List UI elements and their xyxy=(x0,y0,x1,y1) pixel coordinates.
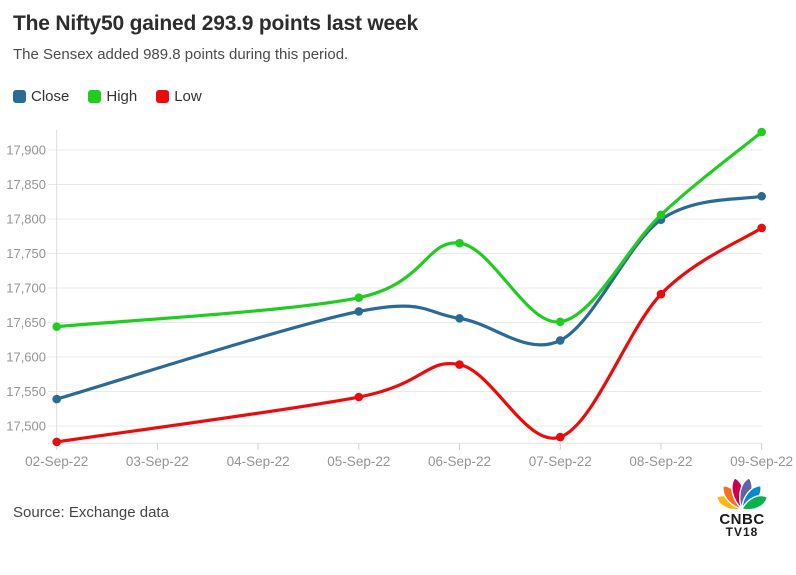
source-note: Source: Exchange data xyxy=(13,504,169,521)
line-chart: 17,500 17,550 17,600 17,650 17,700 17,750 17,8… xyxy=(6,127,793,469)
y-axis-tick-label: 17,550 xyxy=(6,384,46,399)
cnbc-text: CNBC xyxy=(719,511,764,528)
y-axis-tick-label: 17,700 xyxy=(6,281,46,296)
legend-item-close: Close xyxy=(13,88,69,105)
legend-label-close: Close xyxy=(31,88,70,105)
x-axis-tick-label: 04-Sep-22 xyxy=(227,454,290,469)
data-point-low xyxy=(656,289,666,299)
legend-swatch-close xyxy=(13,90,26,103)
y-axis-tick-label: 17,900 xyxy=(6,143,46,158)
data-point-high xyxy=(455,238,464,248)
x-axis-tick-label: 05-Sep-22 xyxy=(327,454,390,469)
data-point-low xyxy=(757,223,766,233)
data-point-low xyxy=(455,360,464,369)
peacock-feather xyxy=(740,494,769,511)
chart-title: The Nifty50 gained 293.9 points last wee… xyxy=(13,12,418,35)
x-axis-tick-label: 09-Sep-22 xyxy=(730,454,793,469)
legend-label-low: Low xyxy=(174,88,202,105)
series-line-low xyxy=(55,226,764,444)
data-point-low xyxy=(555,432,565,442)
data-point-close xyxy=(354,307,364,316)
y-axis-tick-label: 17,800 xyxy=(6,212,46,227)
y-axis-tick-label: 17,600 xyxy=(6,350,46,365)
legend-swatch-low xyxy=(156,90,170,103)
data-point-low xyxy=(52,437,61,447)
y-axis-tick-label: 17,650 xyxy=(6,315,46,330)
y-axis-tick-label: 17,850 xyxy=(6,177,46,192)
peacock-icon xyxy=(715,476,769,511)
data-point-close xyxy=(455,314,464,323)
data-point-close xyxy=(757,191,766,201)
data-point-high xyxy=(354,293,364,302)
cnbc-tv18-logo: CNBC TV18 xyxy=(715,476,769,538)
legend-item-high: High xyxy=(88,88,137,105)
y-axis-tick-label: 17,750 xyxy=(6,246,46,261)
chart-subtitle: The Sensex added 989.8 points during thi… xyxy=(13,46,349,63)
data-point-high xyxy=(52,322,61,331)
x-axis-tick-label: 06-Sep-22 xyxy=(428,454,491,469)
data-point-low xyxy=(354,392,364,402)
data-point-high xyxy=(555,317,565,327)
x-axis-tick-label: 07-Sep-22 xyxy=(529,454,592,469)
legend-label-high: High xyxy=(106,88,138,105)
tv18-text: TV18 xyxy=(726,525,759,538)
x-axis-tick-label: 02-Sep-22 xyxy=(25,454,88,469)
data-point-close xyxy=(555,336,565,345)
legend: Close High Low xyxy=(13,88,202,105)
y-axis-tick-label: 17,500 xyxy=(6,419,46,434)
legend-item-low: Low xyxy=(156,88,202,105)
x-axis-tick-label: 03-Sep-22 xyxy=(126,454,189,469)
legend-swatch-high xyxy=(88,90,102,103)
data-point-high xyxy=(656,210,666,220)
data-point-close xyxy=(52,394,61,404)
x-axis-tick-label: 08-Sep-22 xyxy=(629,454,692,469)
data-point-high xyxy=(757,127,766,137)
